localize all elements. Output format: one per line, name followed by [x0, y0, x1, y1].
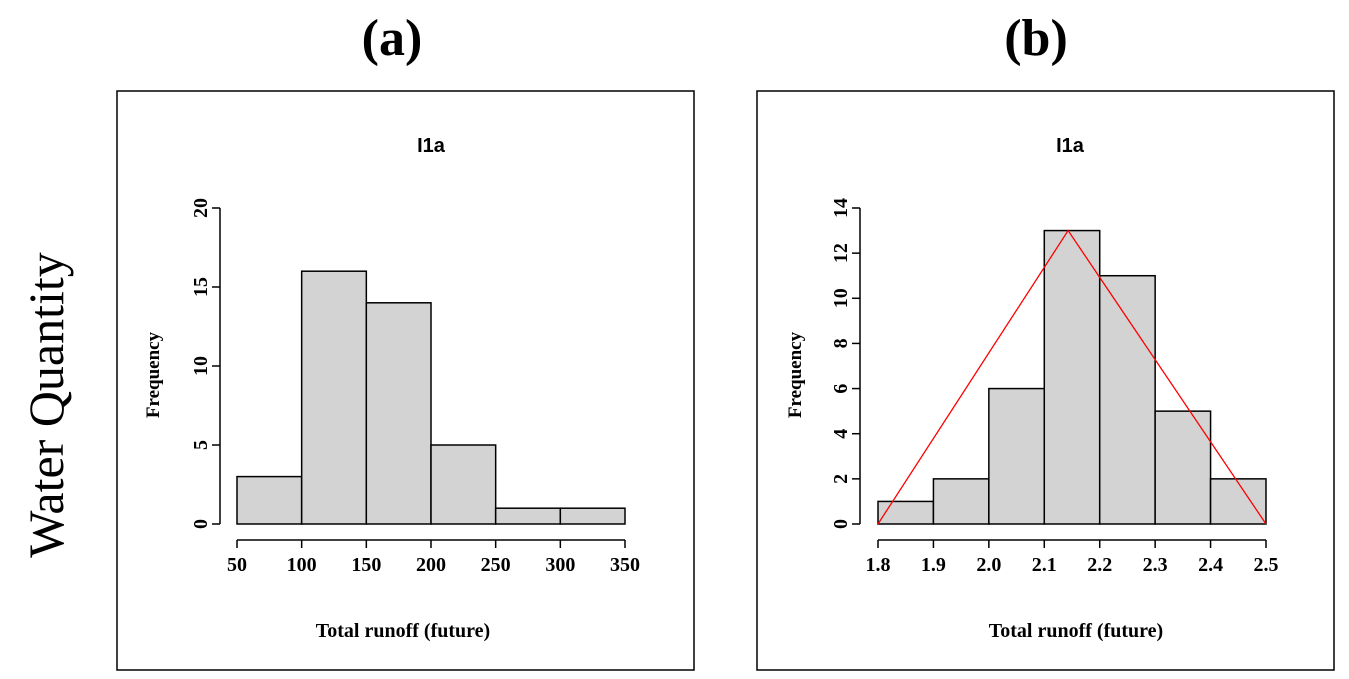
row-label: Water Quantity [18, 252, 74, 558]
panel-a-x-tick-label-1: 100 [287, 554, 317, 576]
panel-b-bar-6 [1209, 478, 1267, 525]
panel-a-bar-2 [365, 302, 432, 525]
panel-b-y-tick-label-1: 2 [830, 474, 852, 484]
panel-b-x-tick-label-7: 2.5 [1254, 554, 1279, 576]
panel-b-y-tick-label-5: 10 [830, 288, 852, 308]
panel-a-y-tick-label-1: 5 [190, 440, 212, 450]
panel-a-bar-5 [559, 507, 626, 525]
panel-a-y-tick-label-2: 10 [190, 356, 212, 376]
panel-a-x-tick-label-5: 300 [545, 554, 575, 576]
panel-b: (b) I1a 1.8 1.9 2.0 2.1 2.2 2.3 2.4 2.5 0 2 4 6 8 10… [756, 10, 1335, 671]
panel-b-frame [756, 90, 1335, 671]
panel-b-x-tick-label-5: 2.3 [1143, 554, 1168, 576]
panel-a-y-axis-label: Frequency [143, 331, 164, 418]
panel-a-y-tick-label-3: 15 [190, 277, 212, 297]
panel-a-bar-3 [430, 444, 497, 525]
panel-b-bar-4 [1098, 274, 1156, 525]
panel-b-x-tick-label-0: 1.8 [866, 554, 891, 576]
panel-a-label: (a) [362, 10, 423, 67]
panel-a-x-tick-label-2: 150 [351, 554, 381, 576]
panel-a-title: I1a [417, 135, 446, 157]
panel-b-y-tick-label-4: 8 [830, 338, 852, 348]
panel-b-y-tick-label-7: 14 [830, 198, 852, 218]
panel-b-x-tick-label-3: 2.1 [1032, 554, 1057, 576]
panel-b-y-tick-label-6: 12 [830, 243, 852, 263]
panel-b-y-axis-label: Frequency [785, 331, 806, 418]
panel-b-bar-5 [1154, 410, 1212, 525]
panel-a: (a) I1a 50 100 150 200 250 300 350 0 5 10 15 20 To… [116, 10, 695, 671]
panel-a-bar-0 [236, 475, 303, 525]
panel-b-y-tick-label-0: 0 [830, 519, 852, 529]
panel-b-x-tick-label-6: 2.4 [1198, 554, 1223, 576]
panel-b-bar-0 [877, 500, 935, 525]
panel-a-x-axis-label: Total runoff (future) [316, 620, 490, 642]
panel-b-bar-2 [988, 387, 1046, 525]
panel-b-bar-1 [932, 478, 990, 525]
panel-a-x-tick-label-0: 50 [227, 554, 247, 576]
panel-a-x-tick-label-3: 200 [416, 554, 446, 576]
panel-b-x-tick-label-4: 2.2 [1087, 554, 1112, 576]
panel-a-y-tick-label-4: 20 [190, 198, 212, 218]
panel-b-label: (b) [1004, 10, 1068, 67]
panel-a-bar-4 [494, 507, 562, 525]
panel-b-x-axis-label: Total runoff (future) [989, 620, 1163, 642]
panel-b-bar-3 [1043, 229, 1101, 525]
panel-b-title: I1a [1056, 135, 1085, 157]
panel-a-x-tick-label-4: 250 [481, 554, 511, 576]
panel-b-triangle-line [877, 229, 1267, 525]
panel-b-x-tick-label-2: 2.0 [976, 554, 1001, 576]
panel-a-x-tick-label-6: 350 [610, 554, 640, 576]
panel-a-y-tick-label-0: 0 [190, 519, 212, 529]
panel-a-frame [116, 90, 695, 671]
panel-a-bar-1 [300, 270, 368, 525]
panel-b-y-tick-label-3: 6 [830, 384, 852, 394]
panel-b-x-tick-label-1: 1.9 [921, 554, 946, 576]
panel-b-y-tick-label-2: 4 [830, 429, 852, 439]
